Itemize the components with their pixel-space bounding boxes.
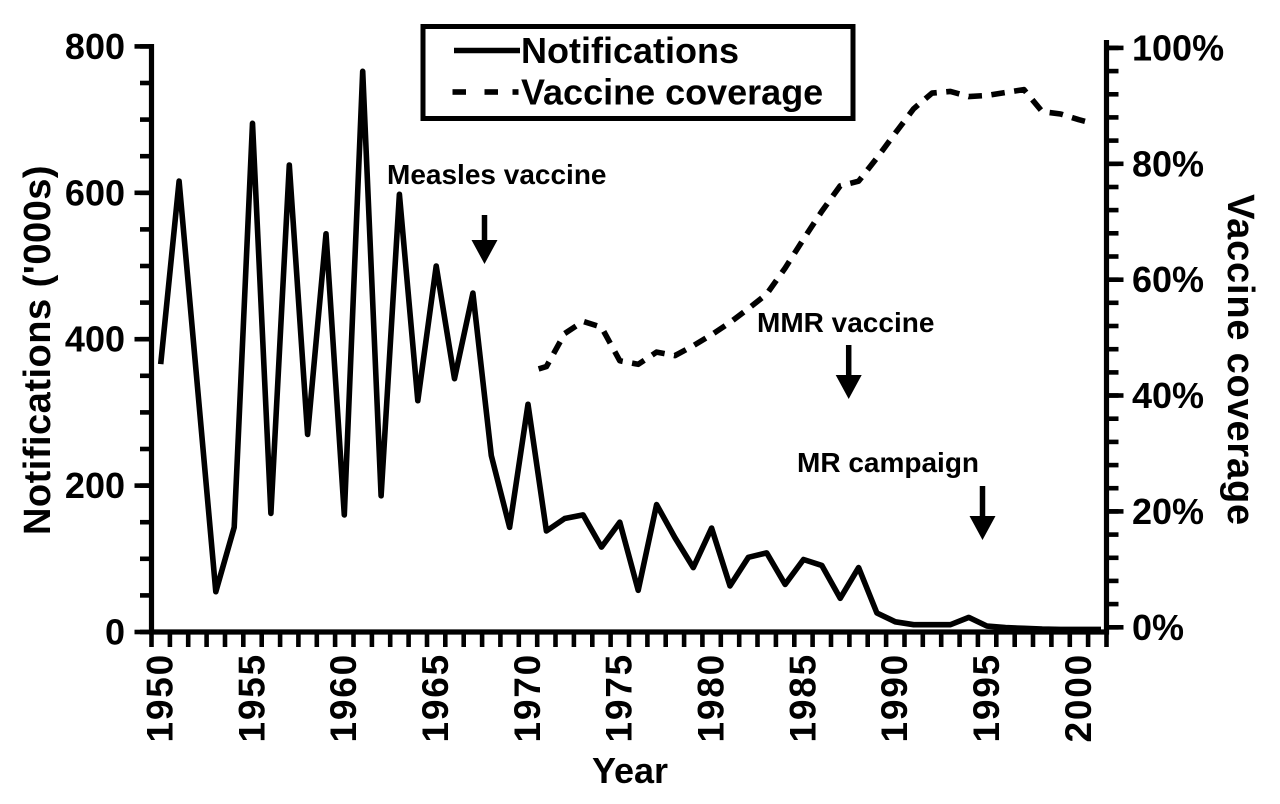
svg-text:1960: 1960	[323, 653, 364, 743]
svg-text:0%: 0%	[1132, 607, 1184, 648]
svg-text:Notifications: Notifications	[521, 30, 739, 71]
svg-text:MMR vaccine: MMR vaccine	[757, 307, 934, 338]
svg-text:600: 600	[65, 172, 125, 213]
svg-text:0: 0	[105, 612, 125, 653]
svg-text:2000: 2000	[1058, 653, 1099, 743]
svg-text:1985: 1985	[782, 653, 823, 743]
svg-text:1950: 1950	[140, 653, 181, 743]
svg-text:100%: 100%	[1132, 27, 1224, 68]
svg-text:Vaccine coverage: Vaccine coverage	[521, 72, 823, 113]
svg-text:1970: 1970	[507, 653, 548, 743]
svg-text:Measles vaccine: Measles vaccine	[387, 159, 607, 190]
svg-text:1995: 1995	[966, 653, 1007, 743]
svg-text:1955: 1955	[231, 653, 272, 743]
svg-text:60%: 60%	[1132, 259, 1204, 300]
svg-text:80%: 80%	[1132, 143, 1204, 184]
svg-text:Vaccine coverage: Vaccine coverage	[1219, 194, 1261, 526]
svg-text:800: 800	[65, 26, 125, 67]
svg-text:Year: Year	[592, 750, 668, 791]
svg-text:1965: 1965	[415, 653, 456, 743]
svg-text:200: 200	[65, 465, 125, 506]
svg-text:400: 400	[65, 319, 125, 360]
svg-text:1980: 1980	[690, 653, 731, 743]
svg-text:MR campaign: MR campaign	[797, 447, 979, 478]
svg-text:1990: 1990	[874, 653, 915, 743]
svg-text:20%: 20%	[1132, 491, 1204, 532]
svg-text:1975: 1975	[599, 653, 640, 743]
svg-text:40%: 40%	[1132, 375, 1204, 416]
svg-text:Notifications ('000s): Notifications ('000s)	[17, 165, 59, 535]
